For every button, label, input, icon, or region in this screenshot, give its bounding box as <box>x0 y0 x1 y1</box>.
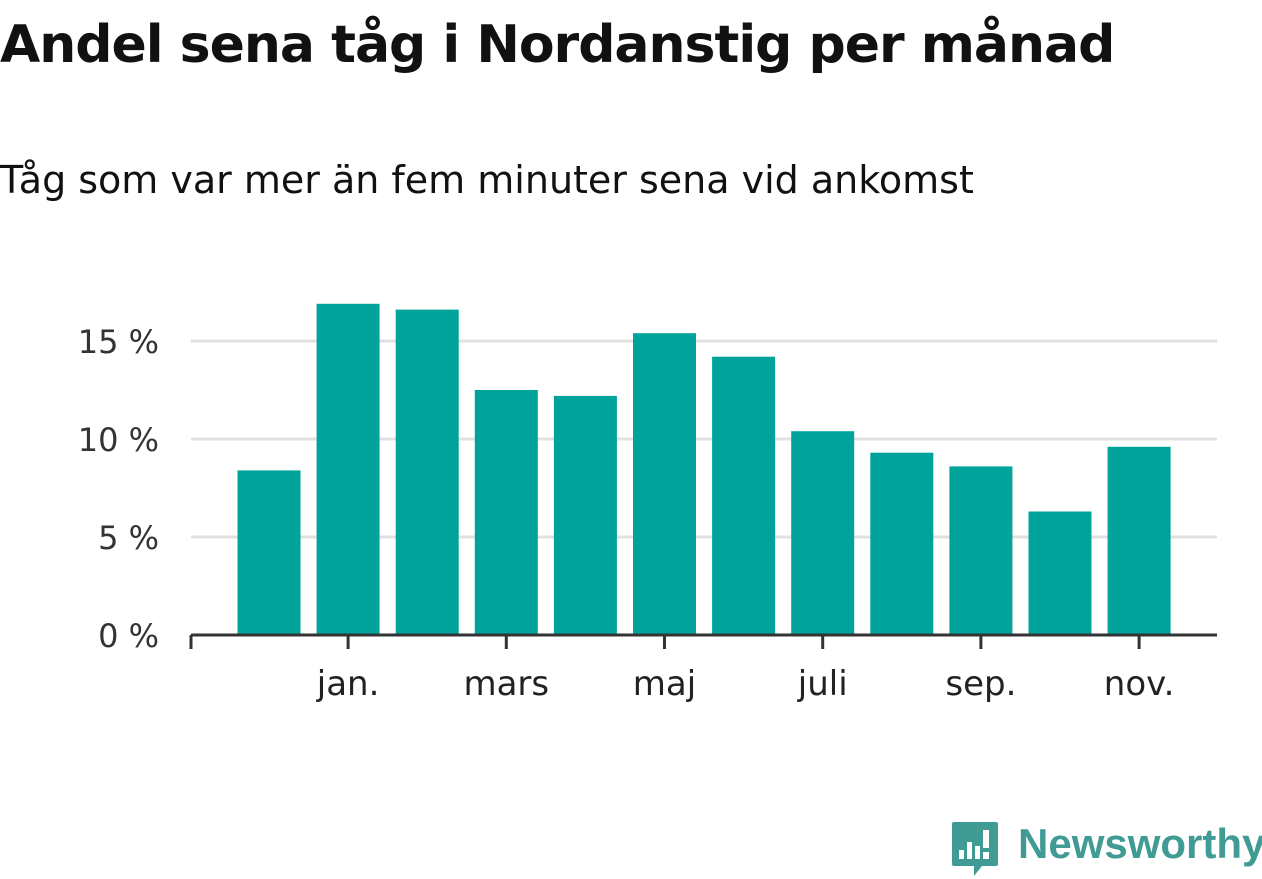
x-axis <box>189 633 1217 649</box>
bar-juni <box>712 356 776 635</box>
y-tick-label: 10 % <box>78 421 159 459</box>
y-tick-label: 15 % <box>78 323 159 361</box>
bar-april <box>553 395 617 635</box>
x-tick-label: maj <box>633 664 696 704</box>
bar-juli <box>791 431 855 635</box>
x-tick-label: sep. <box>945 664 1016 704</box>
bar-mars <box>474 390 538 635</box>
bar-nov <box>1107 446 1171 635</box>
x-tick-label: juli <box>797 664 848 704</box>
newsworthy-logo-icon <box>952 822 998 876</box>
bar-jan <box>316 303 380 635</box>
x-tick-labels: jan. mars maj juli sep. nov. <box>316 664 1175 704</box>
newsworthy-logo: Newsworthy <box>950 818 1262 878</box>
bar-okt <box>1028 511 1092 635</box>
chart-subtitle: Tåg som var mer än fem minuter sena vid … <box>0 158 974 202</box>
y-tick-label: 5 % <box>98 519 159 557</box>
bar-sep <box>949 466 1013 635</box>
bar-maj <box>633 333 696 635</box>
brand-name: Newsworthy <box>1018 820 1262 867</box>
y-tick-label: 0 % <box>98 617 159 655</box>
bar-dec <box>237 470 301 635</box>
y-tick-labels: 0 % 5 % 10 % 15 % <box>78 323 159 655</box>
x-tick-label: mars <box>463 664 549 704</box>
bar-aug <box>870 452 934 635</box>
x-tick-label: nov. <box>1104 664 1175 704</box>
bar-feb <box>395 309 459 635</box>
chart-title: Andel sena tåg i Nordanstig per månad <box>0 15 1115 75</box>
bars <box>237 303 1171 635</box>
x-tick-label: jan. <box>316 664 380 704</box>
